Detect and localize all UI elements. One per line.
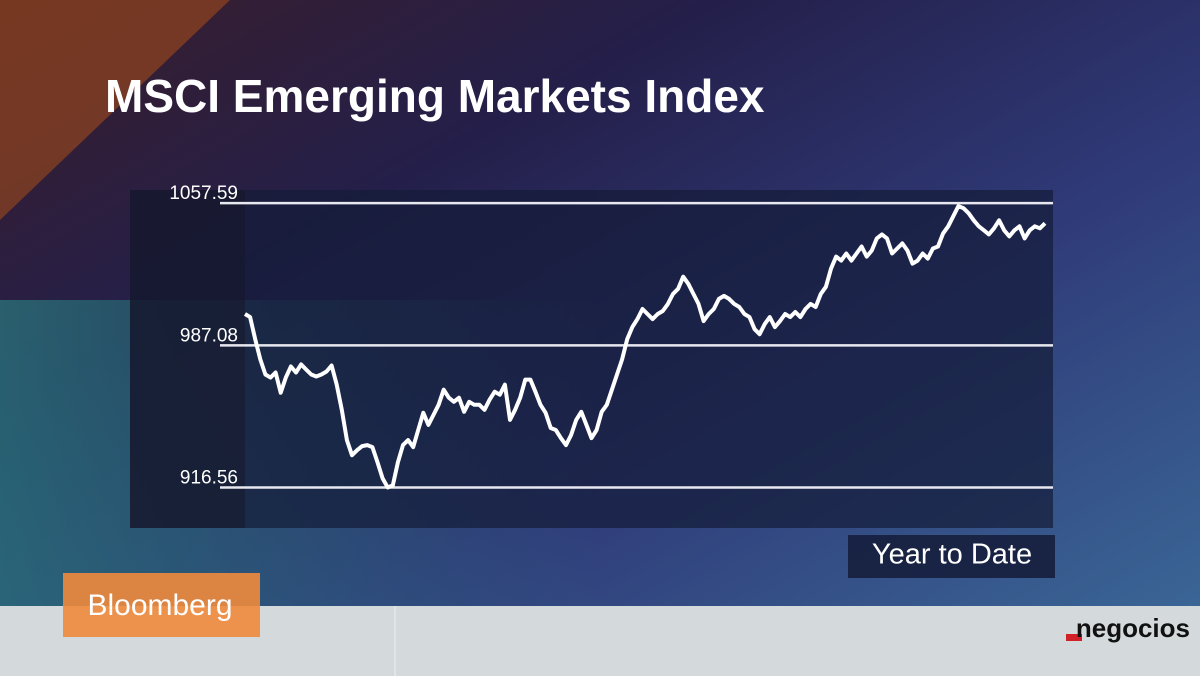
price-line	[243, 204, 1047, 490]
y-tick-label: 916.56	[180, 468, 238, 489]
plot: 916.56 987.08 1057.59	[169, 183, 1053, 490]
chart-title: MSCI Emerging Markets Index	[105, 70, 765, 122]
y-tick-label: 1057.59	[169, 183, 238, 204]
annotation: Year to Date	[872, 539, 1032, 571]
plot-area	[245, 190, 1053, 528]
y-tick-label: 987.08	[180, 325, 238, 346]
background-flare	[0, 0, 230, 220]
site-mark	[1066, 634, 1082, 641]
axis-panel	[130, 190, 245, 528]
logo-box	[63, 573, 260, 637]
site-logo: negocios	[1076, 613, 1190, 643]
broadcaster-logo: Bloomberg	[87, 589, 232, 622]
annotation-box	[848, 535, 1055, 578]
